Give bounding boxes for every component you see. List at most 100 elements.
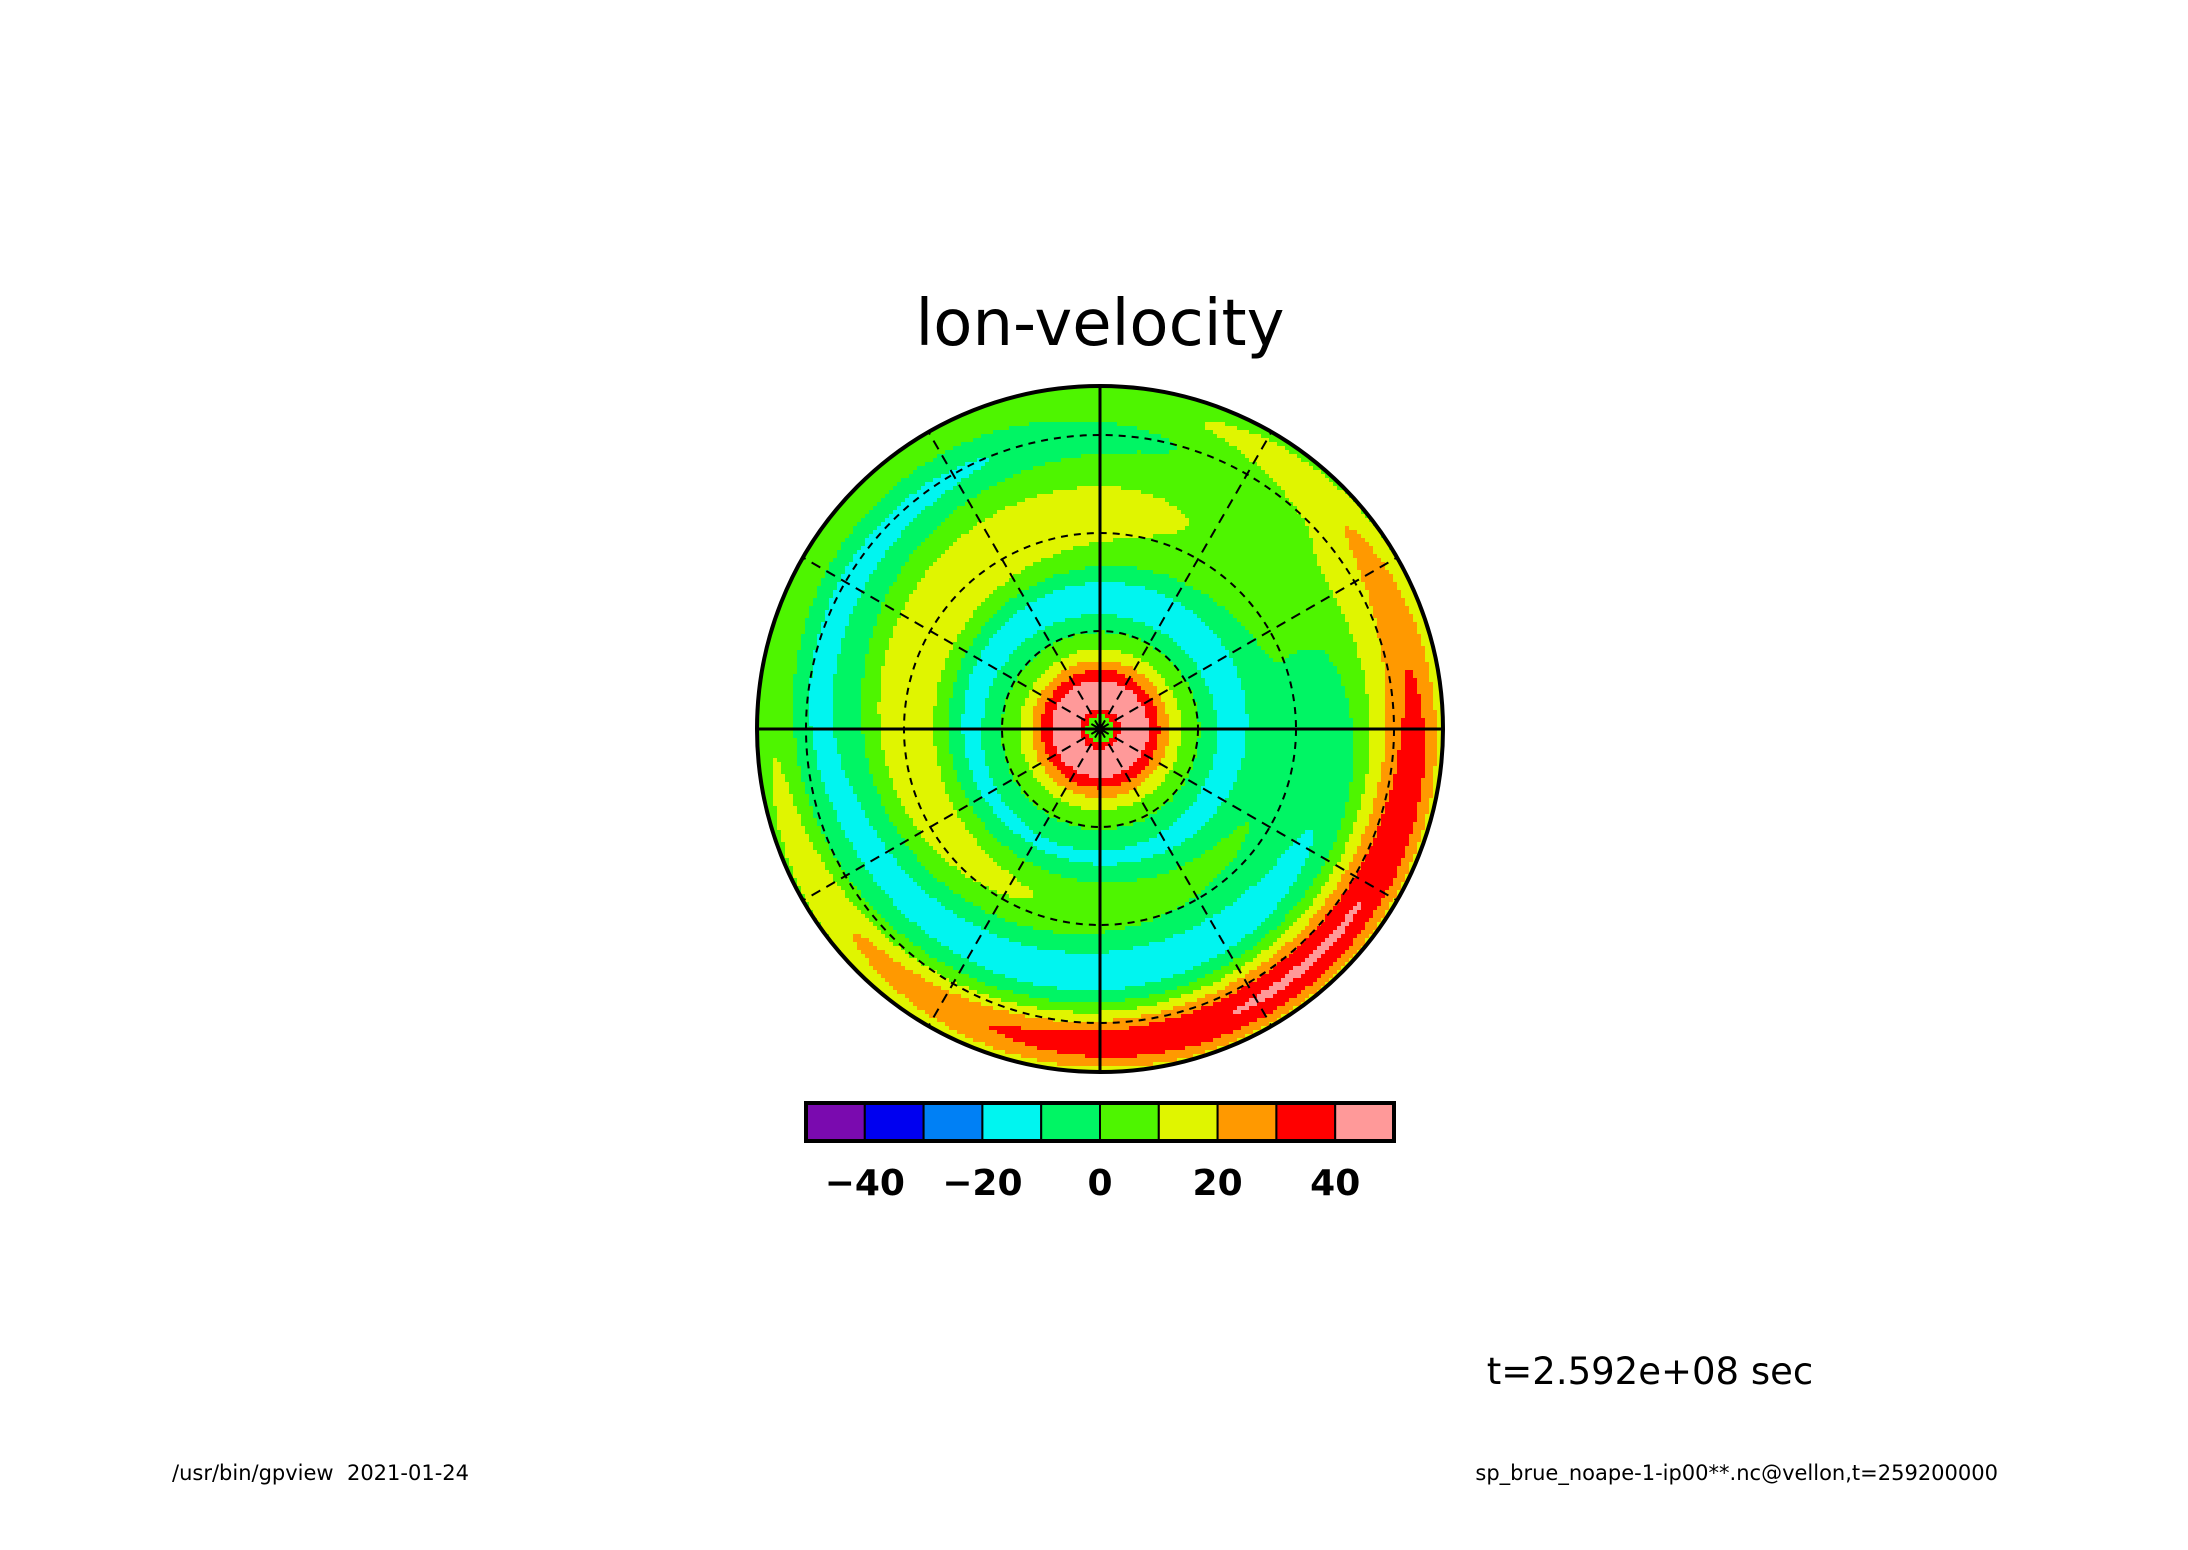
field-cell xyxy=(1101,454,1106,459)
field-cell xyxy=(941,478,946,483)
field-cell xyxy=(917,470,922,475)
field-cell xyxy=(1129,426,1134,431)
field-cell xyxy=(1197,470,1202,475)
field-cell xyxy=(1197,438,1202,443)
field-cell xyxy=(1129,454,1134,459)
field-cell xyxy=(1161,458,1166,463)
field-cell xyxy=(1061,446,1066,451)
field-cell xyxy=(1209,474,1214,479)
field-cell xyxy=(1105,470,1110,475)
field-cell xyxy=(973,450,978,455)
field-cell xyxy=(989,470,994,475)
field-cell xyxy=(1265,450,1270,455)
field-cell xyxy=(1125,426,1130,431)
field-cell xyxy=(1185,434,1190,439)
field-cell xyxy=(1185,450,1190,455)
field-cell xyxy=(1017,414,1022,419)
field-cell xyxy=(1025,430,1030,435)
field-cell xyxy=(1053,402,1058,407)
field-cell xyxy=(1077,438,1082,443)
field-cell xyxy=(973,414,978,419)
field-cell xyxy=(993,434,998,439)
field-cell xyxy=(1217,442,1222,447)
field-cell xyxy=(1105,450,1110,455)
field-cell xyxy=(993,470,998,475)
field-cell xyxy=(925,454,930,459)
field-cell xyxy=(1057,474,1062,479)
field-cell xyxy=(1045,446,1050,451)
field-cell xyxy=(1293,462,1298,467)
field-cell xyxy=(1281,466,1286,471)
field-cell xyxy=(1073,422,1078,427)
field-cell xyxy=(1225,418,1230,423)
field-cell xyxy=(1189,422,1194,427)
field-cell xyxy=(1129,390,1134,395)
field-cell xyxy=(1189,450,1194,455)
field-cell xyxy=(1153,414,1158,419)
field-cell xyxy=(1025,474,1030,479)
field-cell xyxy=(1085,398,1090,403)
field-cell xyxy=(1181,402,1186,407)
field-cell xyxy=(1101,450,1106,455)
field-cell xyxy=(1225,442,1230,447)
field-cell xyxy=(1053,426,1058,431)
field-cell xyxy=(1049,398,1054,403)
field-cell xyxy=(917,474,922,479)
field-cell xyxy=(1177,438,1182,443)
field-cell xyxy=(989,458,994,463)
field-cell xyxy=(1089,438,1094,443)
field-cell xyxy=(1109,474,1114,479)
field-cell xyxy=(933,470,938,475)
field-cell xyxy=(1077,398,1082,403)
field-cell xyxy=(1257,442,1262,447)
field-cell xyxy=(1181,438,1186,443)
field-cell xyxy=(1277,466,1282,471)
field-cell xyxy=(997,466,1002,471)
field-cell xyxy=(981,462,986,467)
field-cell xyxy=(1121,394,1126,399)
field-cell xyxy=(1193,454,1198,459)
field-cell xyxy=(1137,390,1142,395)
field-cell xyxy=(1229,454,1234,459)
field-cell xyxy=(1225,434,1230,439)
field-cell xyxy=(1053,406,1058,411)
field-cell xyxy=(1153,474,1158,479)
field-cell xyxy=(1301,466,1306,471)
field-cell xyxy=(977,470,982,475)
field-cell xyxy=(1265,466,1270,471)
field-cell xyxy=(1053,454,1058,459)
field-cell xyxy=(1093,450,1098,455)
field-cell xyxy=(1073,438,1078,443)
field-cell xyxy=(1157,454,1162,459)
field-cell xyxy=(1277,474,1282,479)
field-cell xyxy=(1253,430,1258,435)
field-cell xyxy=(1165,446,1170,451)
field-cell xyxy=(1037,462,1042,467)
field-cell xyxy=(973,422,978,427)
field-cell xyxy=(1233,418,1238,423)
field-cell xyxy=(1213,434,1218,439)
field-cell xyxy=(1233,454,1238,459)
field-cell xyxy=(985,466,990,471)
field-cell xyxy=(1129,450,1134,455)
field-cell xyxy=(1093,390,1098,395)
field-cell xyxy=(1013,438,1018,443)
field-cell xyxy=(901,458,906,463)
field-cell xyxy=(897,466,902,471)
field-cell xyxy=(1053,398,1058,403)
field-cell xyxy=(1133,446,1138,451)
field-cell xyxy=(1009,458,1014,463)
field-cell xyxy=(885,474,890,479)
field-cell xyxy=(909,458,914,463)
field-cell xyxy=(997,434,1002,439)
field-cell xyxy=(993,422,998,427)
field-cell xyxy=(881,470,886,475)
field-cell xyxy=(1157,418,1162,423)
field-cell xyxy=(1185,410,1190,415)
field-cell xyxy=(961,462,966,467)
field-cell xyxy=(1029,410,1034,415)
field-cell xyxy=(1169,446,1174,451)
field-cell xyxy=(1173,402,1178,407)
field-cell xyxy=(1001,422,1006,427)
field-cell xyxy=(1033,414,1038,419)
